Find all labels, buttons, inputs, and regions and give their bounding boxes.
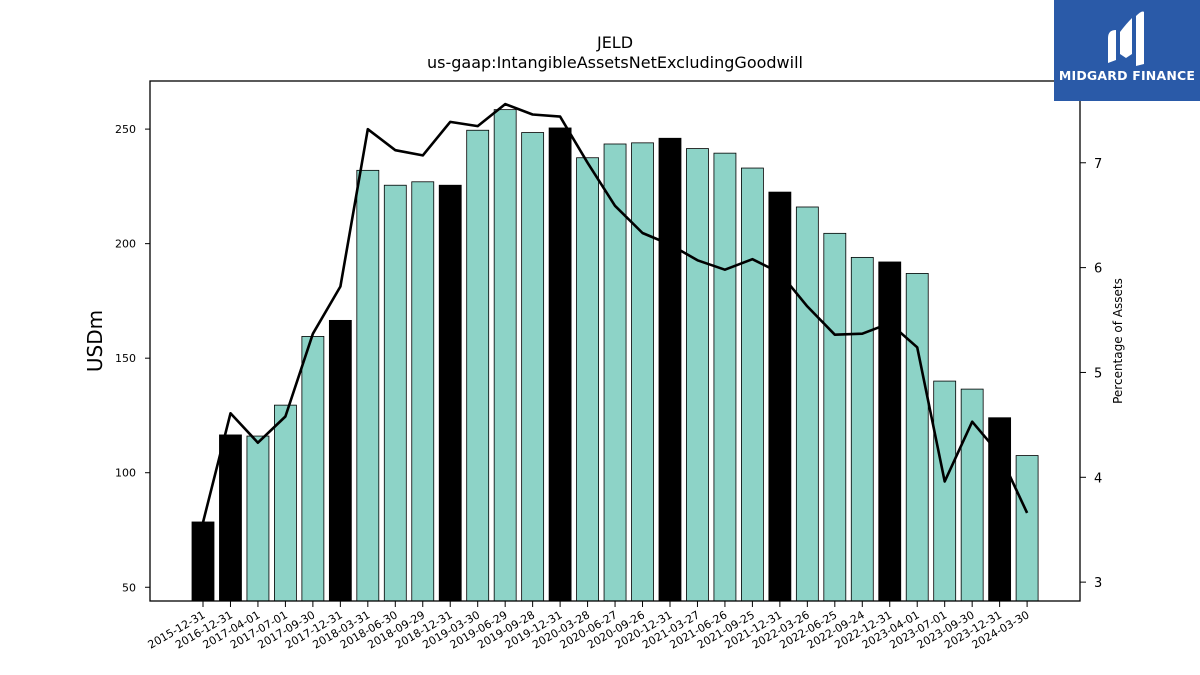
line-layer xyxy=(201,102,1029,523)
y-tick-label: 100 xyxy=(115,467,136,480)
midgard-logo-icon xyxy=(1108,11,1144,66)
bar xyxy=(713,152,737,602)
right-axis: 3 4 5 6 7 xyxy=(1080,157,1102,591)
bar xyxy=(823,232,847,602)
bar xyxy=(850,256,874,602)
bar xyxy=(219,434,242,602)
bar xyxy=(328,319,352,602)
bar xyxy=(383,184,407,602)
bar xyxy=(795,206,819,602)
logo-text: MIDGARD FINANCE xyxy=(1058,68,1196,83)
bar xyxy=(878,261,902,602)
y2-tick-label: 5 xyxy=(1094,366,1102,381)
bar xyxy=(768,191,792,602)
bar xyxy=(686,148,709,602)
bar xyxy=(933,380,957,602)
y2-axis-label: Percentage of Assets xyxy=(1111,278,1125,404)
y-tick-label: 250 xyxy=(115,123,136,136)
bar xyxy=(191,521,215,602)
bar xyxy=(521,132,545,602)
midgard-finance-logo: MIDGARD FINANCE xyxy=(1054,0,1200,101)
y-axis-label: USDm xyxy=(83,310,107,372)
bar xyxy=(548,127,572,602)
y2-tick-label: 7 xyxy=(1094,157,1102,172)
y-tick-label: 150 xyxy=(115,352,136,365)
series-line xyxy=(201,102,1029,523)
bar xyxy=(493,109,517,602)
bar xyxy=(301,336,325,602)
bar xyxy=(576,157,599,602)
bar xyxy=(274,404,297,602)
bar xyxy=(741,167,764,602)
bar xyxy=(905,273,929,602)
y2-tick-label: 3 xyxy=(1094,576,1102,591)
bar xyxy=(438,184,462,602)
y2-tick-label: 6 xyxy=(1094,262,1102,277)
bar xyxy=(411,181,435,602)
bar-group xyxy=(191,109,1039,602)
bar xyxy=(631,142,654,602)
bar xyxy=(356,169,380,602)
chart-title: JELD xyxy=(596,33,633,52)
bar xyxy=(246,435,270,602)
bar xyxy=(1015,455,1039,602)
y-tick-label: 50 xyxy=(122,581,136,594)
bar xyxy=(658,137,682,602)
y2-tick-label: 4 xyxy=(1094,471,1102,486)
bar xyxy=(466,129,490,602)
chart-subtitle: us-gaap:IntangibleAssetsNetExcludingGood… xyxy=(427,53,803,72)
left-axis: 50 100 150 200 250 xyxy=(115,123,150,594)
y-tick-label: 200 xyxy=(115,238,136,251)
x-axis: 2015-12-312016-12-312017-04-012017-07-01… xyxy=(146,601,1032,652)
